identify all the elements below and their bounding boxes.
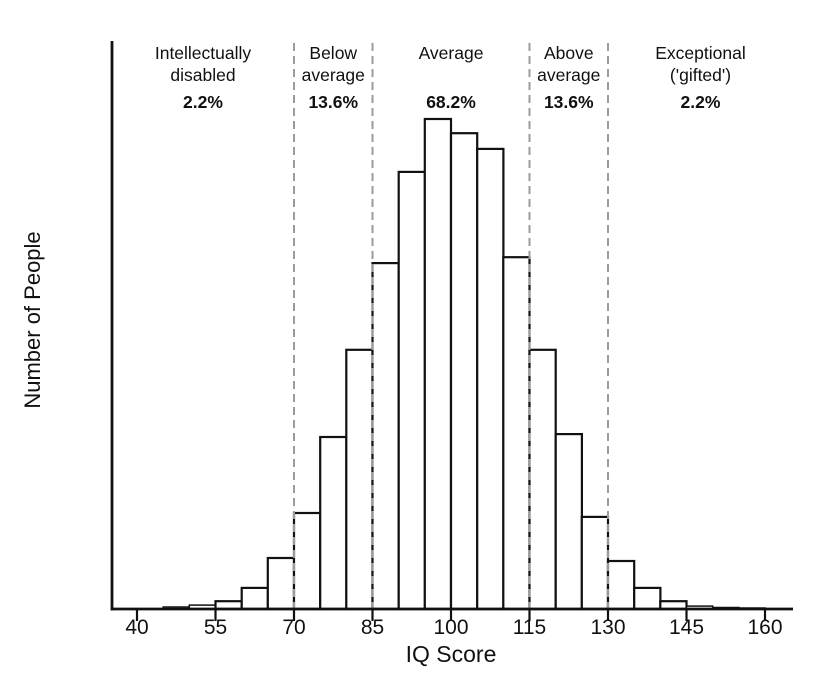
- zone-label: Intellectually disabled: [154, 43, 252, 85]
- histogram-bar: [476, 147, 505, 611]
- histogram-bar: [423, 117, 453, 611]
- histogram-bars: [162, 117, 766, 611]
- zone-label: Average: [418, 43, 484, 63]
- histogram-bar: [371, 262, 400, 611]
- x-tick-label: 100: [433, 616, 469, 639]
- zone-percentage: 13.6%: [543, 92, 594, 112]
- x-tick-label: 145: [668, 616, 705, 639]
- zone-percentage: 68.2%: [426, 92, 476, 112]
- zone-label: Below average: [301, 43, 365, 85]
- x-tick-label: 55: [203, 616, 228, 639]
- x-tick-label: 85: [360, 616, 385, 639]
- zone-label: Exceptional ('gifted'): [655, 43, 746, 85]
- zone-divider-lines: [293, 43, 609, 609]
- y-axis-title: Number of People: [20, 231, 45, 409]
- x-tick-label: 70: [282, 616, 306, 639]
- zone-percentage: 2.2%: [183, 92, 223, 112]
- histogram-bar: [240, 586, 269, 611]
- x-axis-title: IQ Score: [405, 641, 497, 667]
- histogram-bar: [502, 256, 531, 611]
- histogram-bar: [397, 170, 427, 611]
- x-tick-label: 130: [590, 616, 626, 639]
- histogram-bar: [292, 511, 322, 611]
- histogram-bar: [345, 348, 374, 611]
- x-tick-label: 160: [747, 616, 783, 639]
- zone-percentage: 2.2%: [680, 92, 721, 112]
- axes: [110, 41, 793, 621]
- histogram-bar: [633, 586, 662, 611]
- histogram-bar: [580, 515, 610, 611]
- x-tick-label: 115: [512, 616, 547, 639]
- histogram-bar: [554, 433, 584, 611]
- histogram-bar: [319, 435, 348, 611]
- histogram-bar: [266, 556, 296, 611]
- zone-label: Above average: [537, 43, 601, 85]
- histogram-bar: [449, 132, 479, 611]
- zone-percentage: 13.6%: [308, 92, 359, 112]
- x-tick-label: 40: [125, 616, 149, 639]
- histogram-bar: [528, 348, 557, 611]
- histogram-bar: [606, 559, 636, 611]
